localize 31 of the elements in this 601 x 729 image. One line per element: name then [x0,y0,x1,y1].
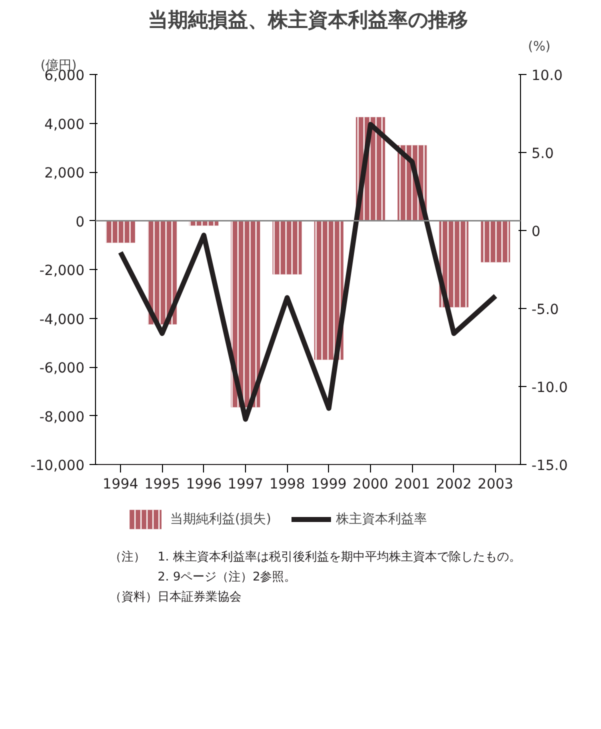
legend-label: 当期純利益(損失) [170,511,272,528]
y-tick-label: -4,000 [39,312,85,328]
text: （資料）日本証券業協会 [110,590,242,604]
y-tick-label: -8,000 [39,409,85,426]
x-tick-label: 1995 [144,476,180,492]
text: （注） 1. 株主資本利益率は税引後利益を期中平均株主資本で除したもの。 [110,550,521,564]
y2-tick-label: -10.0 [532,380,568,396]
x-tick-label: 2000 [352,476,388,492]
chart-title: 当期純損益、株主資本利益率の推移 [148,8,468,32]
x-tick-label: 1994 [102,476,138,492]
x-tick-label: 1996 [186,476,222,492]
x-tick-label: 2001 [394,476,430,492]
x-tick-label: 1999 [311,476,347,492]
x-tick-label: 2002 [436,476,472,492]
y2-tick-label: -15.0 [532,458,568,474]
x-tick-label: 1997 [228,476,264,492]
y2-tick-label: -5.0 [532,302,559,318]
y2-tick-label: 5.0 [532,146,554,162]
legend-label: 株主資本利益率 [336,511,428,528]
x-tick-label: 1998 [269,476,305,492]
y2-tick-label: 0 [532,224,540,240]
text: 2. 9ページ（注）2参照。 [110,570,296,584]
x-tick-label: 2003 [478,476,514,492]
y2-axis-title: (%) [528,40,551,54]
y-tick-label: 2,000 [44,166,85,182]
y-tick-label: 0 [76,214,85,230]
y-tick-label: -10,000 [30,458,85,474]
y-tick-label: -2,000 [39,263,85,279]
y-tick-label: 4,000 [44,116,85,133]
y2-tick-label: 10.0 [532,68,563,84]
y-tick-label: -6,000 [39,360,85,376]
